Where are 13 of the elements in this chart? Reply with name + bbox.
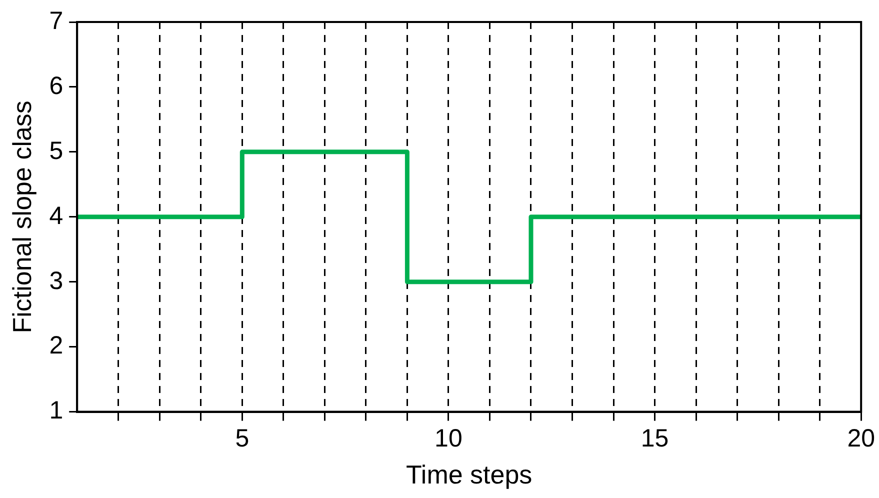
y-tick-label: 5 bbox=[49, 136, 64, 165]
x-tick-label: 20 bbox=[847, 424, 875, 453]
y-tick-label: 6 bbox=[49, 72, 64, 100]
x-tick-label: 15 bbox=[640, 424, 669, 453]
y-tick-label: 2 bbox=[49, 332, 64, 360]
y-axis-title: Fictional slope class bbox=[6, 100, 37, 334]
y-tick-label: 1 bbox=[49, 396, 64, 425]
y-tick-label: 7 bbox=[49, 6, 64, 35]
x-axis-title: Time steps bbox=[406, 460, 532, 490]
y-tick-label: 4 bbox=[49, 202, 64, 230]
y-tick-label: 3 bbox=[49, 266, 64, 295]
x-tick-label: 5 bbox=[235, 424, 250, 453]
x-tick-label: 10 bbox=[434, 424, 462, 453]
